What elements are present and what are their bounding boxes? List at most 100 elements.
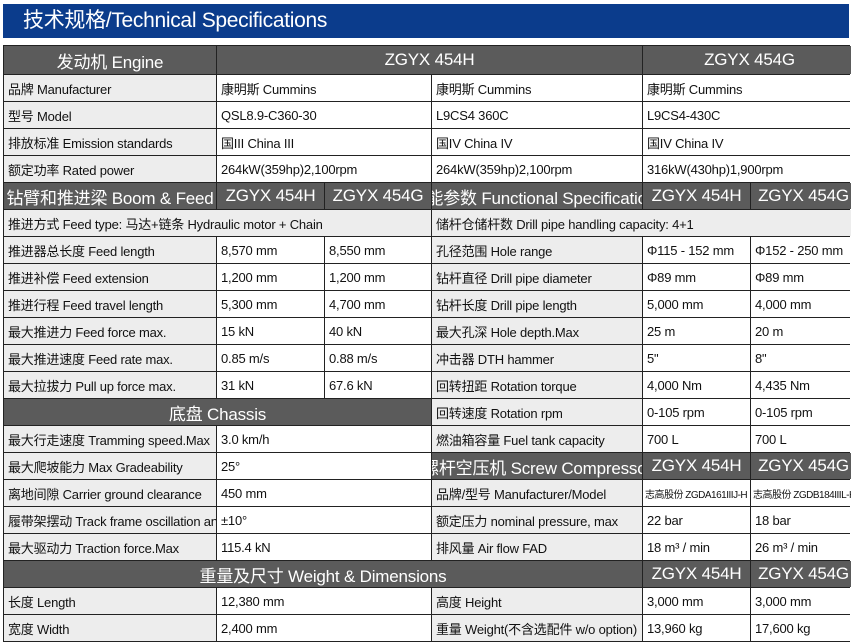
spec-label: 额定压力 nominal pressure, max <box>432 507 642 533</box>
spec-label: 履带架摆动 Track frame oscillation angle <box>4 507 216 533</box>
spec-value: 316kW(430hp)1,900rpm <box>643 156 851 182</box>
spec-value: QSL8.9-C360-30 <box>217 102 431 128</box>
spec-value: 1,200 mm <box>217 264 324 290</box>
spec-label: 最大爬坡能力 Max Gradeability <box>4 453 216 479</box>
feed-type: 推进方式 Feed type: 马达+链条 Hydraulic motor + … <box>4 210 431 236</box>
spec-label: 品牌/型号 Manufacturer/Model <box>432 480 642 506</box>
spec-label: 品牌 Manufacturer <box>4 75 216 101</box>
spec-label: 推进补偿 Feed extension <box>4 264 216 290</box>
spec-value: 5,300 mm <box>217 291 324 317</box>
spec-value: L9CS4 360C <box>432 102 642 128</box>
model-header: ZGYX 454H <box>643 183 750 209</box>
spec-value: 0.88 m/s <box>325 345 431 371</box>
spec-table: 发动机 Engine ZGYX 454H ZGYX 454G 品牌 Manufactu… <box>3 45 851 642</box>
spec-value: 15 kN <box>217 318 324 344</box>
pipe-capacity: 储杆仓储杆数 Drill pipe handling capacity: 4+1 <box>432 210 851 236</box>
spec-label: 离地间隙 Carrier ground clearance <box>4 480 216 506</box>
spec-label: 排放标准 Emission standards <box>4 129 216 155</box>
spec-value: 264kW(359hp)2,100rpm <box>217 156 431 182</box>
spec-value: Φ89 mm <box>751 264 851 290</box>
compressor-header: 螺杆空压机 Screw Compressor <box>432 453 642 479</box>
spec-value: 康明斯 Cummins <box>432 75 642 101</box>
spec-value: 22 bar <box>643 507 750 533</box>
spec-value: 0-105 rpm <box>643 399 750 425</box>
spec-value: 4,700 mm <box>325 291 431 317</box>
spec-value: 67.6 kN <box>325 372 431 398</box>
spec-value: L9CS4-430C <box>643 102 851 128</box>
spec-label: 推进行程 Feed travel length <box>4 291 216 317</box>
spec-value: 4,000 mm <box>751 291 851 317</box>
spec-label: 高度 Height <box>432 588 642 614</box>
spec-value: 115.4 kN <box>217 534 431 560</box>
model-header: ZGYX 454H <box>217 183 324 209</box>
boom-header: 钻臂和推进梁 Boom & Feed <box>4 183 216 209</box>
model-header: ZGYX 454H <box>643 561 750 587</box>
spec-value: 康明斯 Cummins <box>217 75 431 101</box>
spec-value: 0.85 m/s <box>217 345 324 371</box>
spec-value: 国III China III <box>217 129 431 155</box>
spec-value: 700 L <box>643 426 750 452</box>
engine-header: 发动机 Engine <box>4 46 216 74</box>
spec-value: 20 m <box>751 318 851 344</box>
functional-header: 功能参数 Functional Specifications <box>432 183 642 209</box>
spec-value: 25° <box>217 453 431 479</box>
spec-label: 最大推进力 Feed force max. <box>4 318 216 344</box>
spec-value: 5,000 mm <box>643 291 750 317</box>
spec-value: ±10° <box>217 507 431 533</box>
spec-label: 排风量 Air flow FAD <box>432 534 642 560</box>
spec-label: 额定功率 Rated power <box>4 156 216 182</box>
model-header: ZGYX 454H <box>217 46 642 74</box>
spec-value: 26 m³ / min <box>751 534 851 560</box>
spec-value: 志高股份 ZGDA161IIIJ-H <box>643 480 750 506</box>
spec-label: 长度 Length <box>4 588 216 614</box>
model-header: ZGYX 454H <box>643 453 750 479</box>
spec-value: Φ89 mm <box>643 264 750 290</box>
spec-value: 31 kN <box>217 372 324 398</box>
spec-label: 型号 Model <box>4 102 216 128</box>
spec-value: 450 mm <box>217 480 431 506</box>
spec-value: 康明斯 Cummins <box>643 75 851 101</box>
model-header: ZGYX 454G <box>325 183 431 209</box>
spec-value: 18 bar <box>751 507 851 533</box>
spec-label: 燃油箱容量 Fuel tank capacity <box>432 426 642 452</box>
spec-value: 18 m³ / min <box>643 534 750 560</box>
spec-value: 8,570 mm <box>217 237 324 263</box>
spec-value: 1,200 mm <box>325 264 431 290</box>
spec-label: 回转速度 Rotation rpm <box>432 399 642 425</box>
spec-value: 3,000 mm <box>751 588 851 614</box>
spec-value: 4,435 Nm <box>751 372 851 398</box>
spec-value: 700 L <box>751 426 851 452</box>
spec-value: Φ152 - 250 mm <box>751 237 851 263</box>
spec-label: 最大拉拔力 Pull up force max. <box>4 372 216 398</box>
spec-label: 最大孔深 Hole depth.Max <box>432 318 642 344</box>
model-header: ZGYX 454G <box>751 183 851 209</box>
spec-value: 2,400 mm <box>217 615 431 641</box>
spec-label: 最大驱动力 Traction force.Max <box>4 534 216 560</box>
spec-value: 8,550 mm <box>325 237 431 263</box>
spec-value: 5" <box>643 345 750 371</box>
spec-value: 13,960 kg <box>643 615 750 641</box>
spec-value: 3.0 km/h <box>217 426 431 452</box>
chassis-header: 底盘 Chassis <box>4 399 431 425</box>
spec-value: 国IV China IV <box>432 129 642 155</box>
page-title: 技术规格/Technical Specifications <box>3 4 849 38</box>
spec-label: 推进器总长度 Feed length <box>4 237 216 263</box>
spec-value: 40 kN <box>325 318 431 344</box>
spec-label: 钻杆长度 Drill pipe length <box>432 291 642 317</box>
spec-label: 回转扭距 Rotation torque <box>432 372 642 398</box>
model-header: ZGYX 454G <box>751 561 851 587</box>
spec-value: 3,000 mm <box>643 588 750 614</box>
spec-label: 冲击器 DTH hammer <box>432 345 642 371</box>
spec-value: 8" <box>751 345 851 371</box>
spec-label: 孔径范围 Hole range <box>432 237 642 263</box>
spec-value: 264kW(359hp)2,100rpm <box>432 156 642 182</box>
spec-value: 国IV China IV <box>643 129 851 155</box>
spec-value: Φ115 - 152 mm <box>643 237 750 263</box>
model-header: ZGYX 454G <box>751 453 851 479</box>
model-header: ZGYX 454G <box>643 46 851 74</box>
spec-label: 宽度 Width <box>4 615 216 641</box>
weight-header: 重量及尺寸 Weight & Dimensions <box>4 561 642 587</box>
spec-label: 重量 Weight(不含选配件 w/o option) <box>432 615 642 641</box>
spec-value: 25 m <box>643 318 750 344</box>
spec-value: 志高股份 ZGDB184IIIL-H <box>751 480 851 506</box>
